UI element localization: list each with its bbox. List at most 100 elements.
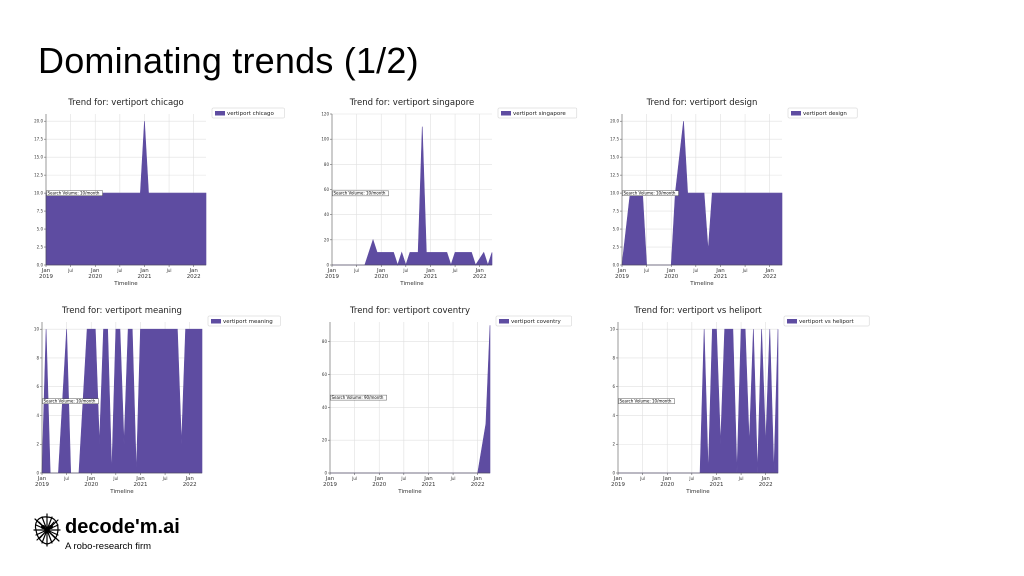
x-tick-label-line: Jan [374,476,384,482]
y-tick-label: 0 [326,263,329,268]
x-tick-label-line: Jan [423,476,433,482]
y-tick-label: 40 [322,405,328,410]
y-tick-label: 80 [322,339,328,344]
y-tick-label: 20.0 [610,119,619,124]
x-tick-label-line: 2021 [709,482,723,488]
x-tick-label: Jan 2020 [374,268,388,280]
x-tick-label-line: 2022 [471,482,485,488]
legend-box [207,315,281,327]
trend-chart: Trend for: vertiport chicago 0.0 2.5 5.0 7.5… [20,92,320,292]
x-tick-label: Jan 2021 [709,476,723,488]
y-tick-label: 60 [324,187,330,192]
x-tick-label: Jan 2021 [133,476,147,488]
x-tick-label: Jul [400,476,406,481]
x-tick-label: Jul [692,268,698,273]
x-tick-label-line: Jan [90,268,100,274]
x-tick-label: Jul [450,476,456,481]
x-tick-label-line: Jan [139,268,149,274]
y-tick-label: 100 [321,137,329,142]
x-tick-label-line: Jul [112,476,118,481]
x-tick-label: Jan 2019 [323,476,337,488]
trend-chart: Trend for: vertiport singapore 0 20 40 60 80 1… [306,92,606,292]
x-tick-label-line: 2019 [323,482,337,488]
x-tick-label-line: Jan [617,268,627,274]
x-axis-label: Timeline [109,489,134,495]
x-tick-label: Jan 2022 [473,268,487,280]
x-tick-label-line: Jan [188,268,198,274]
x-tick-label-line: 2021 [423,274,437,280]
x-tick-label-line: Jan [662,476,672,482]
x-tick-label-line: Jan [86,476,96,482]
y-tick-label: 2.5 [37,245,44,250]
y-tick-label: 12.5 [610,173,619,178]
x-tick-label-line: Jul [402,268,408,273]
x-tick-label: Jul [643,268,649,273]
y-tick-label: 7.5 [37,209,44,214]
y-tick-label: 5.0 [613,227,620,232]
chart-title: Trend for: vertiport vs heliport [633,306,762,316]
x-tick-label: Jan 2022 [187,268,201,280]
y-tick-label: 10 [610,327,616,332]
x-tick-label-line: Jul [63,476,69,481]
chart-title: Trend for: vertiport coventry [349,306,470,316]
y-tick-label: 20.0 [34,119,43,124]
x-tick-label-line: 2020 [374,274,388,280]
annotation-box [622,190,679,196]
x-axis-label: Timeline [399,281,424,287]
legend-swatch [791,111,801,116]
x-tick-label-line: 2021 [713,274,727,280]
search-volume-annotation: Search Volume: 10/month [48,190,100,195]
x-tick-label-line: Jul [116,268,122,273]
x-tick-label-line: Jan [666,268,676,274]
x-tick-label-line: Jul [692,268,698,273]
y-tick-label: 20 [322,438,328,443]
y-tick-label: 5.0 [37,227,44,232]
y-tick-label: 20 [324,237,330,242]
annotation-box [46,190,103,196]
x-tick-label-line: Jan [472,476,482,482]
search-volume-annotation: Search Volume: 10/month [624,190,676,195]
chart-svg: Trend for: vertiport design 0.0 2.5 5.0 7.5 1… [610,98,858,287]
x-tick-label: Jan 2020 [84,476,98,488]
chart-title: Trend for: vertiport chicago [67,98,184,108]
x-tick-label-line: Jan [715,268,725,274]
x-tick-label-line: Jan [711,476,721,482]
x-tick-label: Jul [639,476,645,481]
legend-swatch [499,319,509,324]
x-tick-label-line: 2020 [664,274,678,280]
x-tick-label-line: 2022 [763,274,777,280]
x-tick-label: Jul [452,268,458,273]
x-tick-label: Jan 2020 [372,476,386,488]
series-area [41,328,203,474]
y-tick-label: 7.5 [613,209,620,214]
legend-label: vertiport coventry [511,319,562,325]
x-tick-label: Jan 2019 [611,476,625,488]
x-tick-label-line: Jul [353,268,359,273]
legend-label: vertiport singapore [513,111,566,117]
x-tick-label-line: Jan [760,476,770,482]
y-tick-label: 2.5 [613,245,620,250]
x-tick-label-line: 2019 [35,482,49,488]
y-tick-label: 8 [612,355,615,360]
series-area [618,328,779,474]
trend-chart: Trend for: vertiport coventry 0 20 40 60 80 Ja… [304,300,604,500]
x-tick-label-line: Jul [166,268,172,273]
x-tick-label-line: Jan [474,268,484,274]
annotation-box [330,394,387,401]
legend-box [783,315,870,327]
x-tick-label-line: Jan [764,268,774,274]
x-tick-label: Jan 2019 [39,268,53,280]
series-area [332,126,493,266]
legend-box [497,107,578,119]
annotation-box [618,398,675,404]
x-tick-label: Jul [688,476,694,481]
legend-swatch [501,111,511,116]
x-tick-label-line: 2022 [473,274,487,280]
x-tick-label-line: Jul [162,476,168,481]
chart-svg: Trend for: vertiport vs heliport 0 2 4 6 8 10 J… [610,306,870,495]
x-axis-label: Timeline [689,281,714,287]
y-tick-label: 17.5 [34,137,43,142]
y-tick-label: 4 [36,413,39,418]
x-tick-label: Jul [162,476,168,481]
